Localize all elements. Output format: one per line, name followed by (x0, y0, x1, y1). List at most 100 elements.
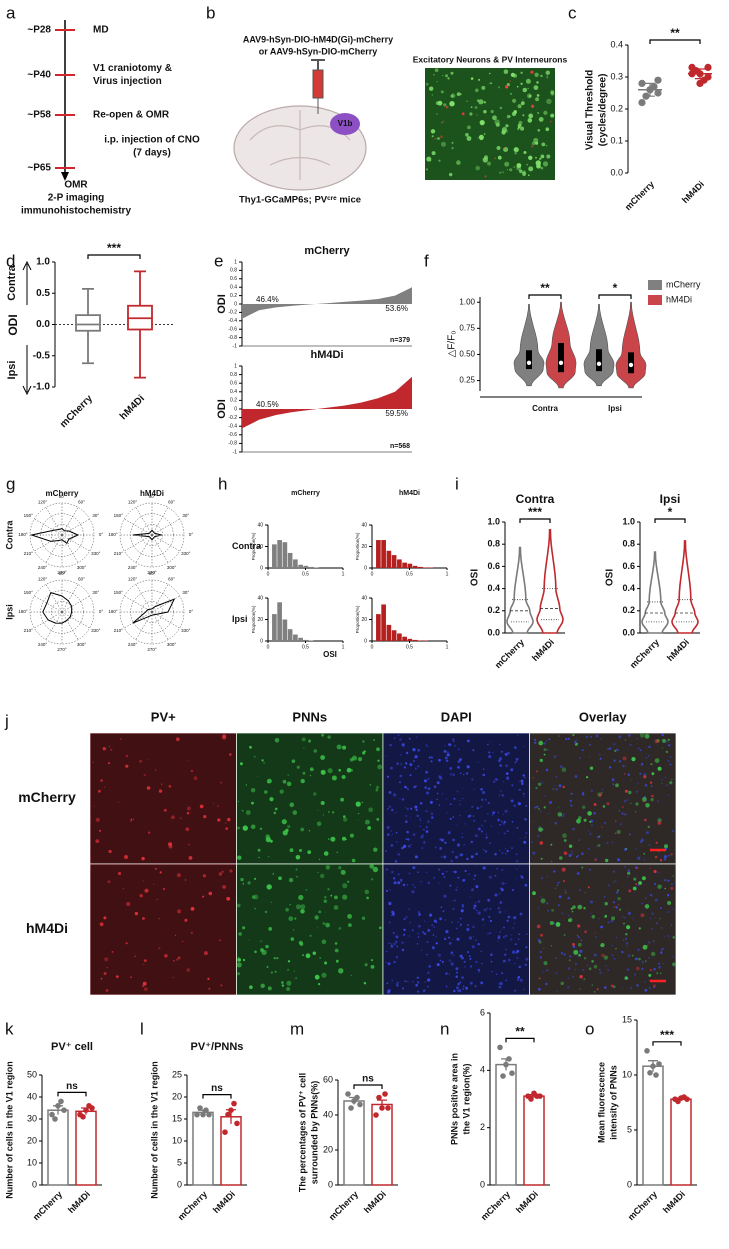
significance: ** (515, 1025, 525, 1039)
image-texture (441, 960, 444, 964)
image-texture (466, 136, 472, 141)
image-texture (663, 879, 667, 882)
image-texture (347, 914, 352, 919)
image-texture (642, 800, 645, 802)
image-texture (574, 740, 577, 744)
panel-letter: m (290, 1019, 304, 1038)
micrograph-tint (236, 733, 383, 864)
image-texture (459, 758, 462, 761)
violin-median (526, 360, 532, 365)
image-texture (593, 964, 598, 969)
image-texture (626, 968, 630, 971)
image-texture (672, 962, 676, 967)
image-texture (212, 802, 214, 804)
image-texture (142, 981, 147, 986)
x-tick-label: 0 (267, 571, 270, 577)
x-tick-label: 1 (342, 644, 345, 650)
y-tick-label: 40 (27, 1091, 37, 1101)
image-texture (606, 841, 609, 845)
image-texture (320, 873, 325, 879)
image-texture (579, 889, 581, 892)
image-texture (622, 764, 625, 768)
significance-bracket (649, 39, 701, 44)
y-tick-label: 0.5 (36, 288, 50, 299)
image-texture (659, 859, 663, 862)
y-tick-label: 2 (480, 1122, 485, 1132)
data-point (49, 1111, 55, 1118)
polar-spoke (151, 507, 169, 536)
image-texture (291, 759, 296, 763)
image-texture (387, 833, 390, 836)
image-texture (667, 759, 670, 763)
data-point (509, 1070, 515, 1076)
image-texture (168, 784, 172, 788)
image-texture (504, 161, 510, 167)
y-tick-label: 0 (627, 1179, 632, 1189)
image-texture (524, 836, 527, 838)
image-texture (460, 917, 462, 920)
panel-title: Ipsi (660, 492, 681, 506)
y-axis-label: Mean fluorescence (596, 1062, 606, 1143)
category-label: mCherry (628, 637, 661, 670)
image-texture (457, 982, 460, 986)
image-texture (534, 738, 536, 741)
image-texture (427, 777, 430, 781)
image-texture (406, 787, 409, 790)
image-texture (176, 873, 181, 878)
image-texture (254, 877, 257, 881)
image-texture (303, 747, 305, 749)
image-texture (451, 141, 454, 144)
image-texture (563, 934, 566, 936)
image-texture (328, 811, 330, 813)
polar-spoke (61, 584, 79, 613)
significance-bracket (654, 518, 686, 523)
image-texture (502, 813, 504, 816)
image-texture (596, 845, 599, 847)
image-texture (143, 773, 146, 777)
significance-bracket (598, 294, 632, 299)
image-texture (547, 909, 549, 912)
image-texture (263, 762, 265, 764)
image-texture (240, 877, 244, 882)
image-texture (565, 737, 568, 741)
image-texture (577, 904, 583, 910)
image-texture (357, 819, 359, 821)
histogram-bar (412, 639, 418, 641)
image-texture (289, 802, 295, 808)
image-texture (653, 984, 656, 988)
data-point (503, 1061, 509, 1068)
image-texture (470, 840, 473, 844)
image-texture (478, 99, 484, 105)
image-texture (501, 852, 504, 854)
image-texture (468, 873, 470, 876)
image-texture (386, 951, 388, 953)
image-texture (279, 789, 284, 794)
image-texture (487, 898, 491, 902)
y-axis-label: ODI (6, 314, 20, 335)
image-texture (613, 958, 616, 960)
image-texture (550, 843, 553, 846)
image-texture (461, 976, 464, 979)
image-texture (518, 933, 521, 935)
image-texture (475, 960, 478, 964)
image-texture (528, 174, 530, 176)
image-texture (439, 838, 443, 841)
share-label: 40.5% (256, 400, 279, 409)
image-texture (629, 743, 632, 747)
y-tick-label: 10 (622, 1069, 632, 1079)
image-texture (520, 101, 525, 106)
image-texture (391, 833, 393, 836)
image-texture (579, 757, 581, 759)
image-texture (568, 959, 571, 962)
image-texture (286, 781, 292, 787)
image-texture (634, 811, 637, 813)
data-point (354, 1094, 360, 1101)
image-texture (393, 960, 396, 964)
image-texture (540, 898, 546, 904)
angle-label: 210° (24, 628, 34, 633)
image-texture (609, 766, 612, 769)
image-texture (550, 90, 555, 95)
image-texture (485, 850, 488, 853)
polar-spoke (61, 507, 79, 536)
y-tick-label: 0.4 (610, 39, 623, 49)
